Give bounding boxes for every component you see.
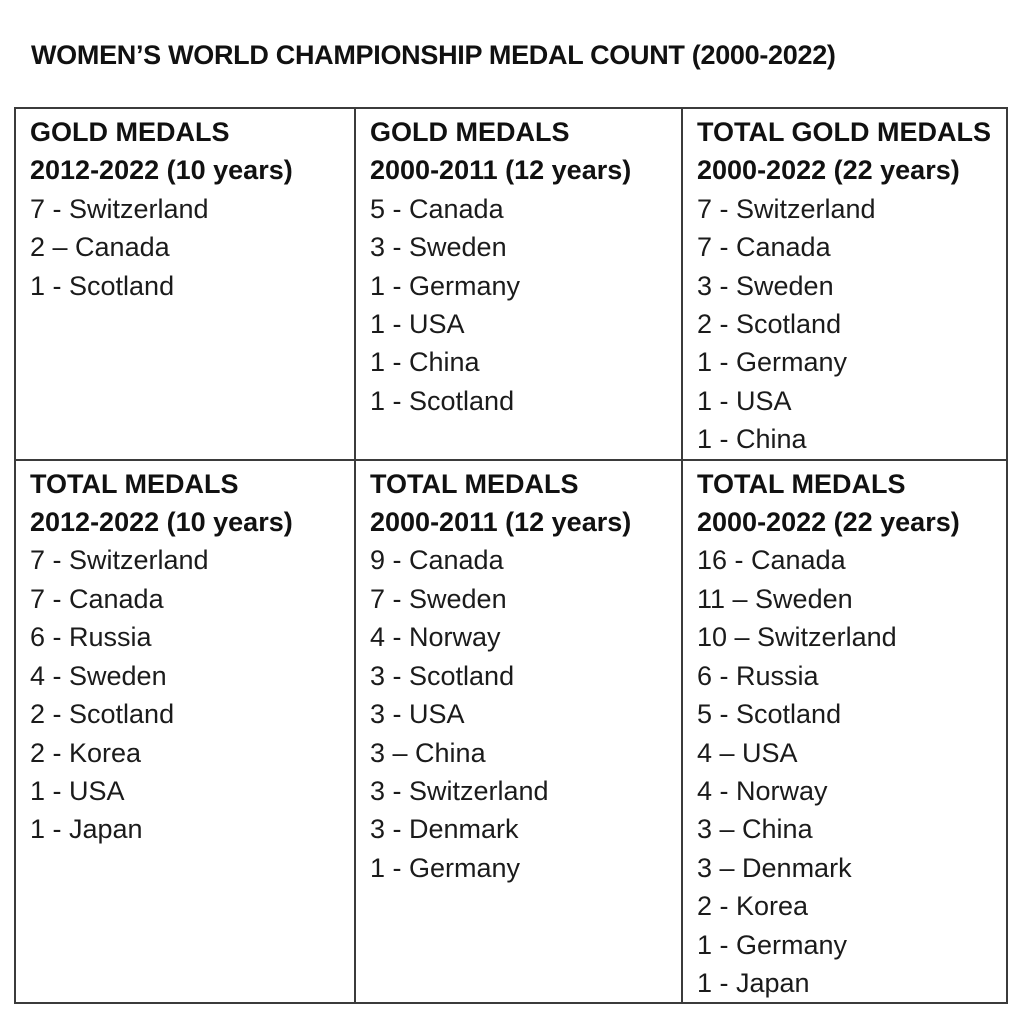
cell-heading-line: GOLD MEDALS <box>370 117 570 147</box>
medal-entry: 16 - Canada <box>697 545 846 576</box>
medal-entry: 1 - USA <box>370 309 465 340</box>
medal-entry: 10 – Switzerland <box>697 622 897 653</box>
cell-gold-medals-2012-2022: GOLD MEDALS 2012-2022 (10 years) 7 - Switz… <box>14 107 356 461</box>
cell-gold-medals-2000-2011: GOLD MEDALS 2000-2011 (12 years) 5 - Canad… <box>354 107 683 461</box>
medal-entry: 2 - Scotland <box>697 309 842 340</box>
medal-entry: 3 - Switzerland <box>370 775 549 806</box>
medal-entry: 3 - Sweden <box>370 232 507 263</box>
cell-heading-line: TOTAL MEDALS <box>697 468 906 499</box>
medal-entry: 1 - Germany <box>697 347 848 378</box>
medal-entry: 3 - Scotland <box>370 660 515 691</box>
medal-entry: 7 - Sweden <box>370 583 507 614</box>
cell-total-medals-2000-2022: TOTAL MEDALS 2000-2022 (22 years) 16 - Can… <box>681 458 1008 1005</box>
medal-entry: 4 - Norway <box>697 775 828 806</box>
medal-entry: 7 - Switzerland <box>30 545 209 576</box>
cell-heading-line: 2000-2022 (22 years) <box>697 507 960 538</box>
medal-entry: 4 - Norway <box>370 622 501 653</box>
medal-entry: 1 - Germany <box>370 270 521 301</box>
cell-heading-line: 2012-2022 (10 years) <box>30 155 293 186</box>
cell-heading-line: GOLD MEDALS <box>30 117 230 147</box>
medal-entry: 3 – China <box>697 814 813 845</box>
cell-total-gold-medals-2000-2022: TOTAL GOLD MEDALS 2000-2022 (22 years) 7 -… <box>681 107 1008 461</box>
table-row: TOTAL MEDALS 2012-2022 (10 years) 7 - Swit… <box>14 458 1008 1005</box>
medal-entry: 11 – Sweden <box>697 583 853 614</box>
cell-total-medals-2000-2011: TOTAL MEDALS 2000-2011 (12 years) 9 - Cana… <box>354 458 683 1005</box>
medal-entry: 1 - China <box>370 347 480 378</box>
medal-entry: 7 - Canada <box>30 583 164 614</box>
medal-entry: 2 - Korea <box>30 737 142 768</box>
medal-entry: 7 - Switzerland <box>30 193 209 224</box>
medal-entry: 6 - Russia <box>697 660 819 691</box>
medal-entry: 3 - USA <box>370 699 465 730</box>
cell-heading-line: 2000-2011 (12 years) <box>370 155 632 186</box>
medal-entry: 3 – Denmark <box>697 852 852 883</box>
medal-entry: 1 - China <box>697 424 807 455</box>
cell-heading-line: TOTAL GOLD MEDALS <box>697 117 991 147</box>
medal-entry: 1 - Germany <box>370 852 521 883</box>
cell-heading-line: TOTAL MEDALS <box>30 468 239 499</box>
medal-entry: 4 – USA <box>697 737 798 768</box>
medal-entry: 2 – Canada <box>30 232 170 263</box>
medal-entry: 1 - Japan <box>697 967 810 998</box>
cell-heading-line: 2000-2022 (22 years) <box>697 155 960 186</box>
medal-entry: 5 - Canada <box>370 193 504 224</box>
cell-heading-line: 2000-2011 (12 years) <box>370 507 632 538</box>
medal-entry: 2 - Korea <box>697 891 809 922</box>
medal-entry: 3 - Denmark <box>370 814 519 845</box>
medal-entry: 1 - USA <box>697 385 792 416</box>
medal-entry: 4 - Sweden <box>30 660 167 691</box>
medal-entry: 3 – China <box>370 737 486 768</box>
medal-entry: 6 - Russia <box>30 622 152 653</box>
medal-entry: 1 - USA <box>30 775 125 806</box>
cell-heading-line: TOTAL MEDALS <box>370 468 579 499</box>
medal-entry: 1 - Japan <box>30 814 143 845</box>
medal-entry: 3 - Sweden <box>697 270 834 301</box>
medal-entry: 7 - Canada <box>697 232 831 263</box>
medal-entry: 5 - Scotland <box>697 699 842 730</box>
cell-heading-line: 2012-2022 (10 years) <box>30 507 293 538</box>
cell-total-medals-2012-2022: TOTAL MEDALS 2012-2022 (10 years) 7 - Swit… <box>14 458 356 1005</box>
medal-entry: 1 - Scotland <box>30 270 175 301</box>
medal-entry: 1 - Scotland <box>370 385 515 416</box>
medal-entry: 1 - Germany <box>697 929 848 960</box>
medal-entry: 9 - Canada <box>370 545 504 576</box>
medal-entry: 2 - Scotland <box>30 699 175 730</box>
medal-table: GOLD MEDALS 2012-2022 (10 years) 7 - Switz… <box>14 107 1008 1005</box>
page-title: WOMEN’S WORLD CHAMPIONSHIP MEDAL COUNT (… <box>31 40 836 70</box>
medal-entry: 7 - Switzerland <box>697 193 876 224</box>
table-row: GOLD MEDALS 2012-2022 (10 years) 7 - Switz… <box>14 107 1008 461</box>
